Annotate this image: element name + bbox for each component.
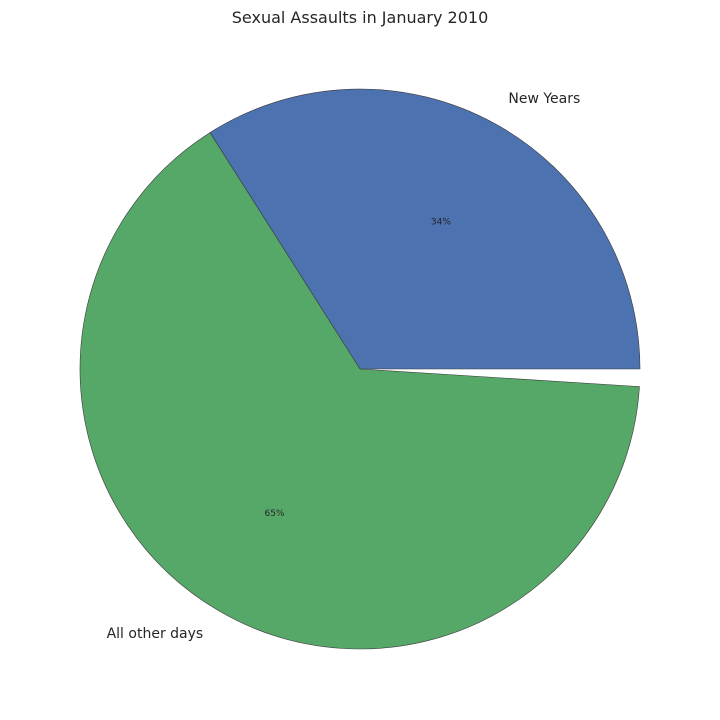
pie-slice-new-years	[209, 88, 641, 370]
pie-slices	[79, 88, 641, 650]
pie-labels: New Years 34% All other days 65%	[107, 91, 581, 642]
slice-pct-label-all-other-days: 65%	[264, 509, 284, 519]
slice-pct-label-new-years: 34%	[431, 217, 451, 227]
slice-label-new-years: New Years	[508, 91, 580, 107]
chart-title: Sexual Assaults in January 2010	[232, 8, 489, 27]
pie-slice-all-other-days	[79, 132, 640, 650]
slice-label-all-other-days: All other days	[107, 626, 204, 642]
